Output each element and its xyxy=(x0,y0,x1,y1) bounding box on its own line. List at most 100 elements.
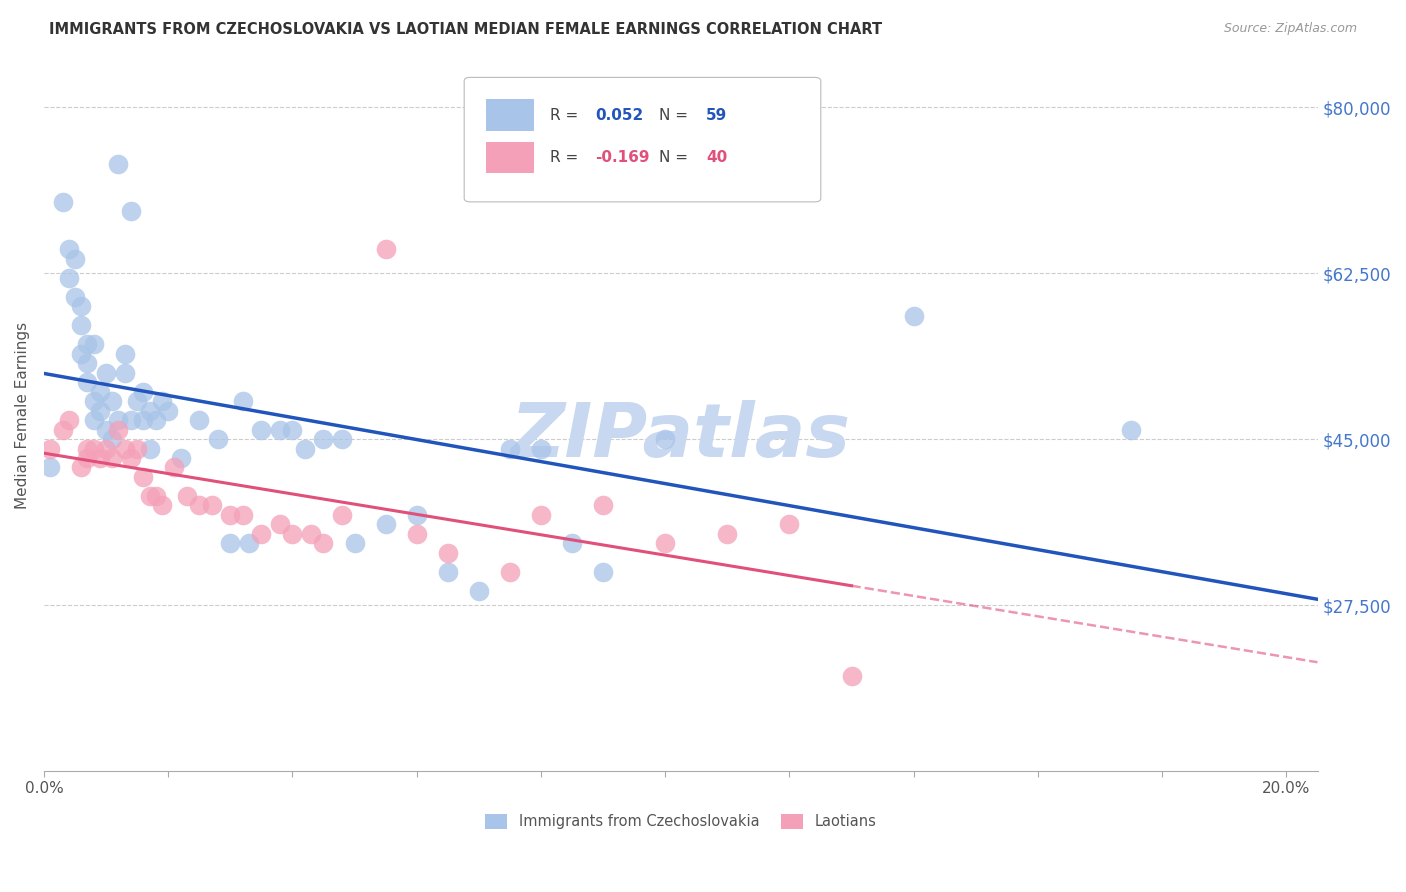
Point xyxy=(76,442,98,456)
Point xyxy=(63,252,86,266)
Point xyxy=(232,508,254,522)
Point xyxy=(63,290,86,304)
Point xyxy=(281,527,304,541)
Point xyxy=(778,517,800,532)
Point xyxy=(281,423,304,437)
Text: R =: R = xyxy=(550,108,582,122)
Point xyxy=(51,423,73,437)
Point xyxy=(343,536,366,550)
Point xyxy=(1121,423,1143,437)
Point xyxy=(83,442,105,456)
Point xyxy=(219,508,242,522)
Point xyxy=(107,157,129,171)
Point xyxy=(530,442,553,456)
Point xyxy=(188,413,211,427)
Point xyxy=(89,384,111,399)
Point xyxy=(107,423,129,437)
Point xyxy=(107,413,129,427)
Point xyxy=(120,204,142,219)
Point xyxy=(58,242,80,256)
Point xyxy=(39,442,62,456)
Point xyxy=(188,499,211,513)
Point xyxy=(312,536,335,550)
Point xyxy=(76,337,98,351)
Point xyxy=(150,499,173,513)
Point xyxy=(436,565,458,579)
Point xyxy=(592,499,614,513)
Point xyxy=(145,489,167,503)
Point xyxy=(499,442,522,456)
Point xyxy=(39,460,62,475)
Point xyxy=(94,423,117,437)
Point xyxy=(132,413,155,427)
Point xyxy=(330,508,353,522)
Text: 40: 40 xyxy=(706,150,727,165)
Point xyxy=(51,194,73,209)
Text: R =: R = xyxy=(550,150,582,165)
Point xyxy=(176,489,198,503)
Point xyxy=(405,527,427,541)
Point xyxy=(201,499,224,513)
Point xyxy=(101,394,124,409)
Point xyxy=(138,489,160,503)
Point xyxy=(841,669,863,683)
Point xyxy=(374,517,396,532)
Point xyxy=(499,565,522,579)
Point xyxy=(299,527,322,541)
Point xyxy=(903,309,925,323)
Point xyxy=(654,432,676,446)
FancyBboxPatch shape xyxy=(464,78,821,202)
Point xyxy=(89,403,111,417)
Point xyxy=(530,508,553,522)
Point xyxy=(716,527,738,541)
Point xyxy=(70,318,93,333)
Point xyxy=(269,423,291,437)
Point xyxy=(58,270,80,285)
Point xyxy=(120,450,142,465)
Point xyxy=(138,403,160,417)
Y-axis label: Median Female Earnings: Median Female Earnings xyxy=(15,322,30,508)
Point xyxy=(232,394,254,409)
Point xyxy=(250,423,273,437)
Point xyxy=(163,460,186,475)
Point xyxy=(138,442,160,456)
Point xyxy=(157,403,180,417)
Point xyxy=(101,432,124,446)
Point xyxy=(219,536,242,550)
Point xyxy=(654,536,676,550)
Point xyxy=(114,346,136,360)
Text: Source: ZipAtlas.com: Source: ZipAtlas.com xyxy=(1223,22,1357,36)
Point xyxy=(592,565,614,579)
Point xyxy=(125,442,148,456)
Point xyxy=(468,583,491,598)
Point xyxy=(101,450,124,465)
Point xyxy=(132,470,155,484)
Point xyxy=(145,413,167,427)
Text: N =: N = xyxy=(659,108,693,122)
Text: N =: N = xyxy=(659,150,693,165)
Text: IMMIGRANTS FROM CZECHOSLOVAKIA VS LAOTIAN MEDIAN FEMALE EARNINGS CORRELATION CHA: IMMIGRANTS FROM CZECHOSLOVAKIA VS LAOTIA… xyxy=(49,22,883,37)
Point xyxy=(83,413,105,427)
Point xyxy=(169,450,191,465)
Point xyxy=(374,242,396,256)
Point xyxy=(330,432,353,446)
Text: -0.169: -0.169 xyxy=(595,150,650,165)
Point xyxy=(114,442,136,456)
Legend: Immigrants from Czechoslovakia, Laotians: Immigrants from Czechoslovakia, Laotians xyxy=(479,808,882,835)
FancyBboxPatch shape xyxy=(486,99,534,131)
Point xyxy=(83,337,105,351)
Point xyxy=(132,384,155,399)
Point xyxy=(561,536,583,550)
Point xyxy=(125,394,148,409)
Text: 0.052: 0.052 xyxy=(595,108,644,122)
Point xyxy=(312,432,335,446)
Point xyxy=(76,356,98,370)
Point xyxy=(94,442,117,456)
Point xyxy=(89,450,111,465)
Point xyxy=(207,432,229,446)
Point xyxy=(58,413,80,427)
Point xyxy=(238,536,260,550)
Point xyxy=(294,442,316,456)
Point xyxy=(250,527,273,541)
Point xyxy=(94,366,117,380)
